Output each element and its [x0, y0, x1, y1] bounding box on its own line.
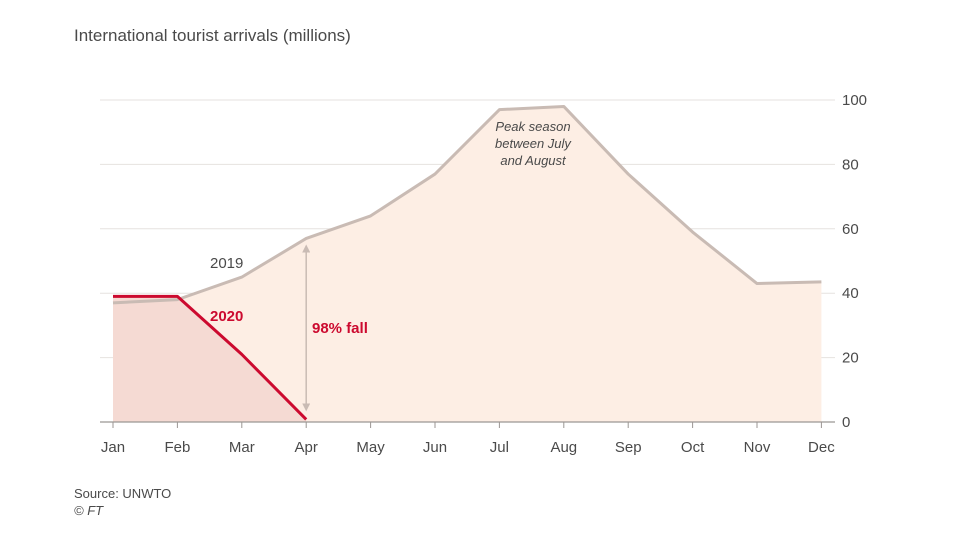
- area-2019: [113, 106, 822, 422]
- y-tick-label-20: 20: [842, 350, 859, 367]
- x-tick-label-jul: Jul: [490, 439, 509, 456]
- y-tick-label-100: 100: [842, 92, 867, 109]
- annotation-layer: 2019 2020 98% fall Peak season between July a…: [210, 119, 572, 412]
- area-2020: [113, 296, 307, 422]
- chart-title: International tourist arrivals (millions…: [74, 26, 351, 45]
- x-tick-label-jun: Jun: [423, 439, 447, 456]
- peak-annotation-line-3: and August: [500, 153, 567, 168]
- y-tick-label-0: 0: [842, 414, 850, 431]
- y-tick-label-60: 60: [842, 221, 859, 238]
- x-tick-label-sep: Sep: [615, 439, 642, 456]
- series-line-2020: [113, 294, 308, 421]
- x-tick-label-mar: Mar: [229, 439, 255, 456]
- y-tick-label-80: 80: [842, 156, 859, 173]
- peak-annotation-line-2: between July: [495, 136, 572, 151]
- x-tick-label-apr: Apr: [295, 439, 318, 456]
- series-line-2019: [112, 104, 822, 305]
- x-tick-label-dec: Dec: [808, 439, 835, 456]
- chart-footer: Source: UNWTO © FT: [74, 485, 171, 519]
- x-tick-label-jan: Jan: [101, 439, 125, 456]
- area-layer: [113, 106, 822, 422]
- y-tick-label-40: 40: [842, 285, 859, 302]
- series-label-2020: 2020: [210, 308, 243, 325]
- peak-annotation-line-1: Peak season: [495, 119, 570, 134]
- x-tick-label-feb: Feb: [164, 439, 190, 456]
- x-tick-label-nov: Nov: [744, 439, 771, 456]
- x-tick-label-aug: Aug: [550, 439, 577, 456]
- source-note: Source: UNWTO: [74, 486, 172, 501]
- fall-annotation: 98% fall: [312, 320, 368, 337]
- axis-layer: 0 20 40 60 80 100 Jan Feb Mar Apr May Jun Jul Aug Sep O…: [100, 92, 867, 456]
- x-tick-label-oct: Oct: [681, 439, 705, 456]
- x-tick-label-may: May: [356, 439, 385, 456]
- series-label-2019: 2019: [210, 255, 243, 272]
- line-layer: [112, 104, 822, 421]
- copyright-note: © FT: [74, 503, 104, 518]
